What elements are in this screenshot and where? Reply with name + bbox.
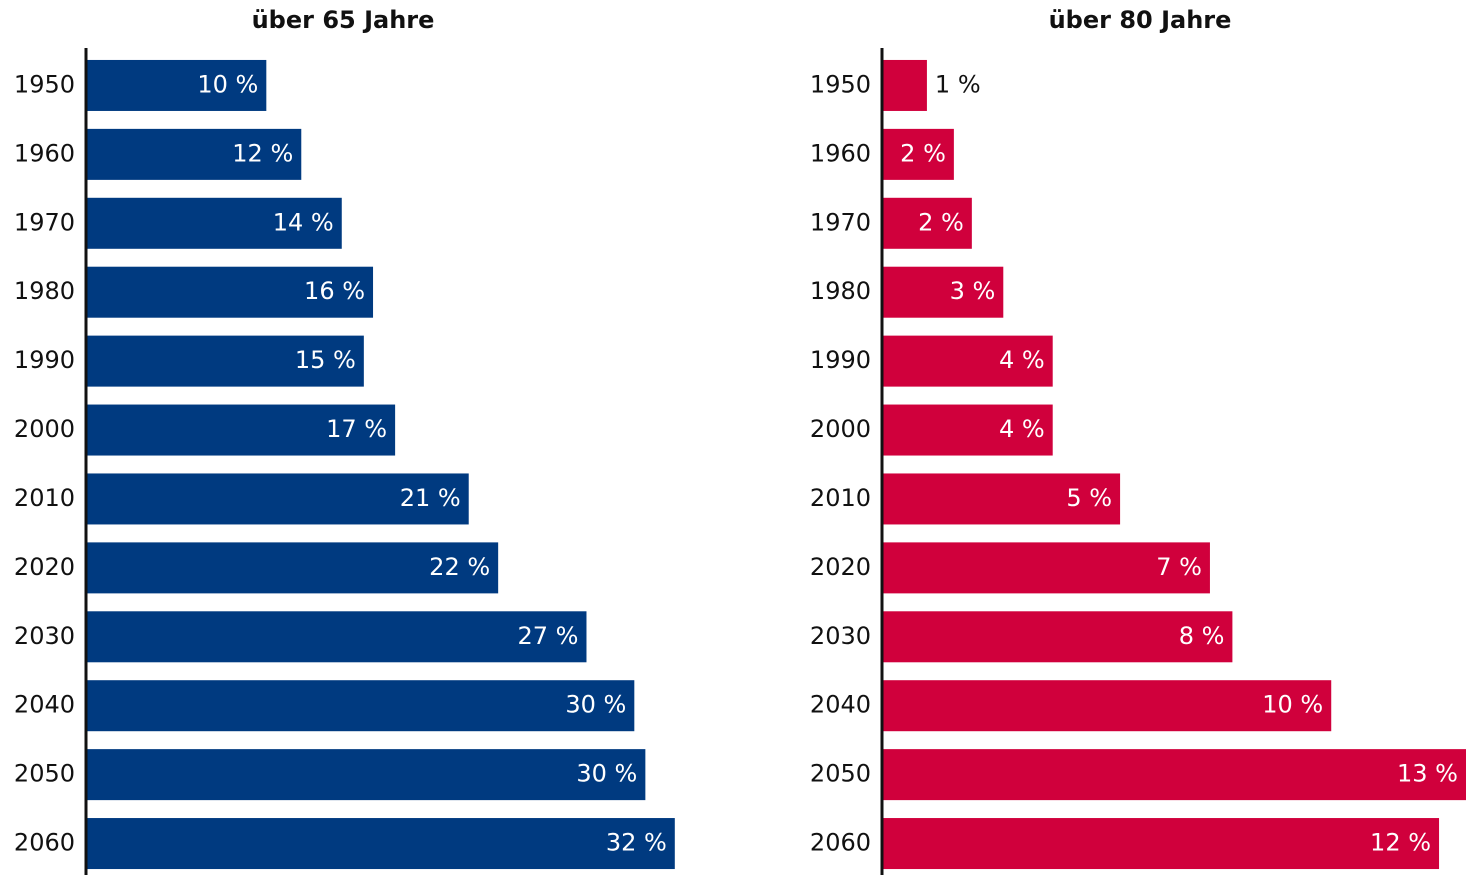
- value-label: 12 %: [1370, 829, 1431, 857]
- value-label: 14 %: [273, 208, 334, 236]
- y-tick-label: 2050: [810, 760, 871, 788]
- y-tick-label: 2040: [810, 691, 871, 719]
- bar: [86, 818, 675, 870]
- bar: [882, 818, 1440, 870]
- value-label: 21 %: [400, 484, 461, 512]
- value-label: 16 %: [304, 277, 365, 305]
- y-tick-label: 2030: [810, 622, 871, 650]
- y-tick-label: 2010: [810, 484, 871, 512]
- value-label: 4 %: [999, 346, 1045, 374]
- bar: [86, 473, 469, 525]
- y-tick-label: 2060: [810, 829, 871, 857]
- bar: [882, 266, 1004, 318]
- y-tick-label: 1950: [810, 70, 871, 98]
- y-tick-label: 1970: [810, 208, 871, 236]
- bar: [882, 197, 972, 249]
- value-label: 12 %: [232, 139, 293, 167]
- bar: [86, 404, 396, 456]
- y-tick-label: 2050: [14, 760, 75, 788]
- value-label: 22 %: [429, 553, 490, 581]
- y-tick-label: 1990: [810, 346, 871, 374]
- value-label: 10 %: [1262, 691, 1323, 719]
- value-label: 3 %: [950, 277, 996, 305]
- y-tick-label: 2010: [14, 484, 75, 512]
- chart-title: über 65 Jahre: [252, 6, 435, 34]
- bar: [882, 404, 1053, 456]
- y-tick-label: 1980: [14, 277, 75, 305]
- value-label: 2 %: [918, 208, 964, 236]
- value-label: 7 %: [1156, 553, 1202, 581]
- bar: [882, 128, 954, 180]
- y-tick-label: 2040: [14, 691, 75, 719]
- value-label: 27 %: [517, 622, 578, 650]
- y-tick-label: 1980: [810, 277, 871, 305]
- value-label: 4 %: [999, 415, 1045, 443]
- y-tick-label: 2060: [14, 829, 75, 857]
- bar: [86, 59, 267, 111]
- bar: [882, 335, 1053, 387]
- value-label: 5 %: [1066, 484, 1112, 512]
- value-label: 17 %: [326, 415, 387, 443]
- y-tick-label: 2020: [14, 553, 75, 581]
- bar: [882, 542, 1210, 594]
- bar: [86, 197, 342, 249]
- bar: [86, 128, 302, 180]
- y-tick-label: 1970: [14, 208, 75, 236]
- value-label: 1 %: [935, 70, 981, 98]
- value-label: 15 %: [295, 346, 356, 374]
- bar: [882, 749, 1466, 801]
- value-label: 10 %: [197, 70, 258, 98]
- bar: [86, 335, 364, 387]
- value-label: 32 %: [606, 829, 667, 857]
- value-label: 30 %: [565, 691, 626, 719]
- y-tick-label: 1960: [14, 139, 75, 167]
- value-label: 8 %: [1179, 622, 1225, 650]
- bar: [86, 680, 635, 732]
- value-label: 30 %: [576, 760, 637, 788]
- y-tick-label: 2000: [14, 415, 75, 443]
- y-tick-label: 2030: [14, 622, 75, 650]
- chart-title: über 80 Jahre: [1049, 6, 1232, 34]
- y-tick-label: 2000: [810, 415, 871, 443]
- y-tick-label: 1960: [810, 139, 871, 167]
- bar: [882, 611, 1233, 663]
- bar: [86, 611, 587, 663]
- y-tick-label: 2020: [810, 553, 871, 581]
- y-tick-label: 1990: [14, 346, 75, 374]
- bar: [882, 680, 1332, 732]
- value-label: 13 %: [1397, 760, 1458, 788]
- bar: [882, 473, 1121, 525]
- bar: [86, 542, 499, 594]
- value-label: 2 %: [900, 139, 946, 167]
- bar: [882, 59, 927, 111]
- bar: [86, 266, 374, 318]
- y-tick-label: 1950: [14, 70, 75, 98]
- bar: [86, 749, 646, 801]
